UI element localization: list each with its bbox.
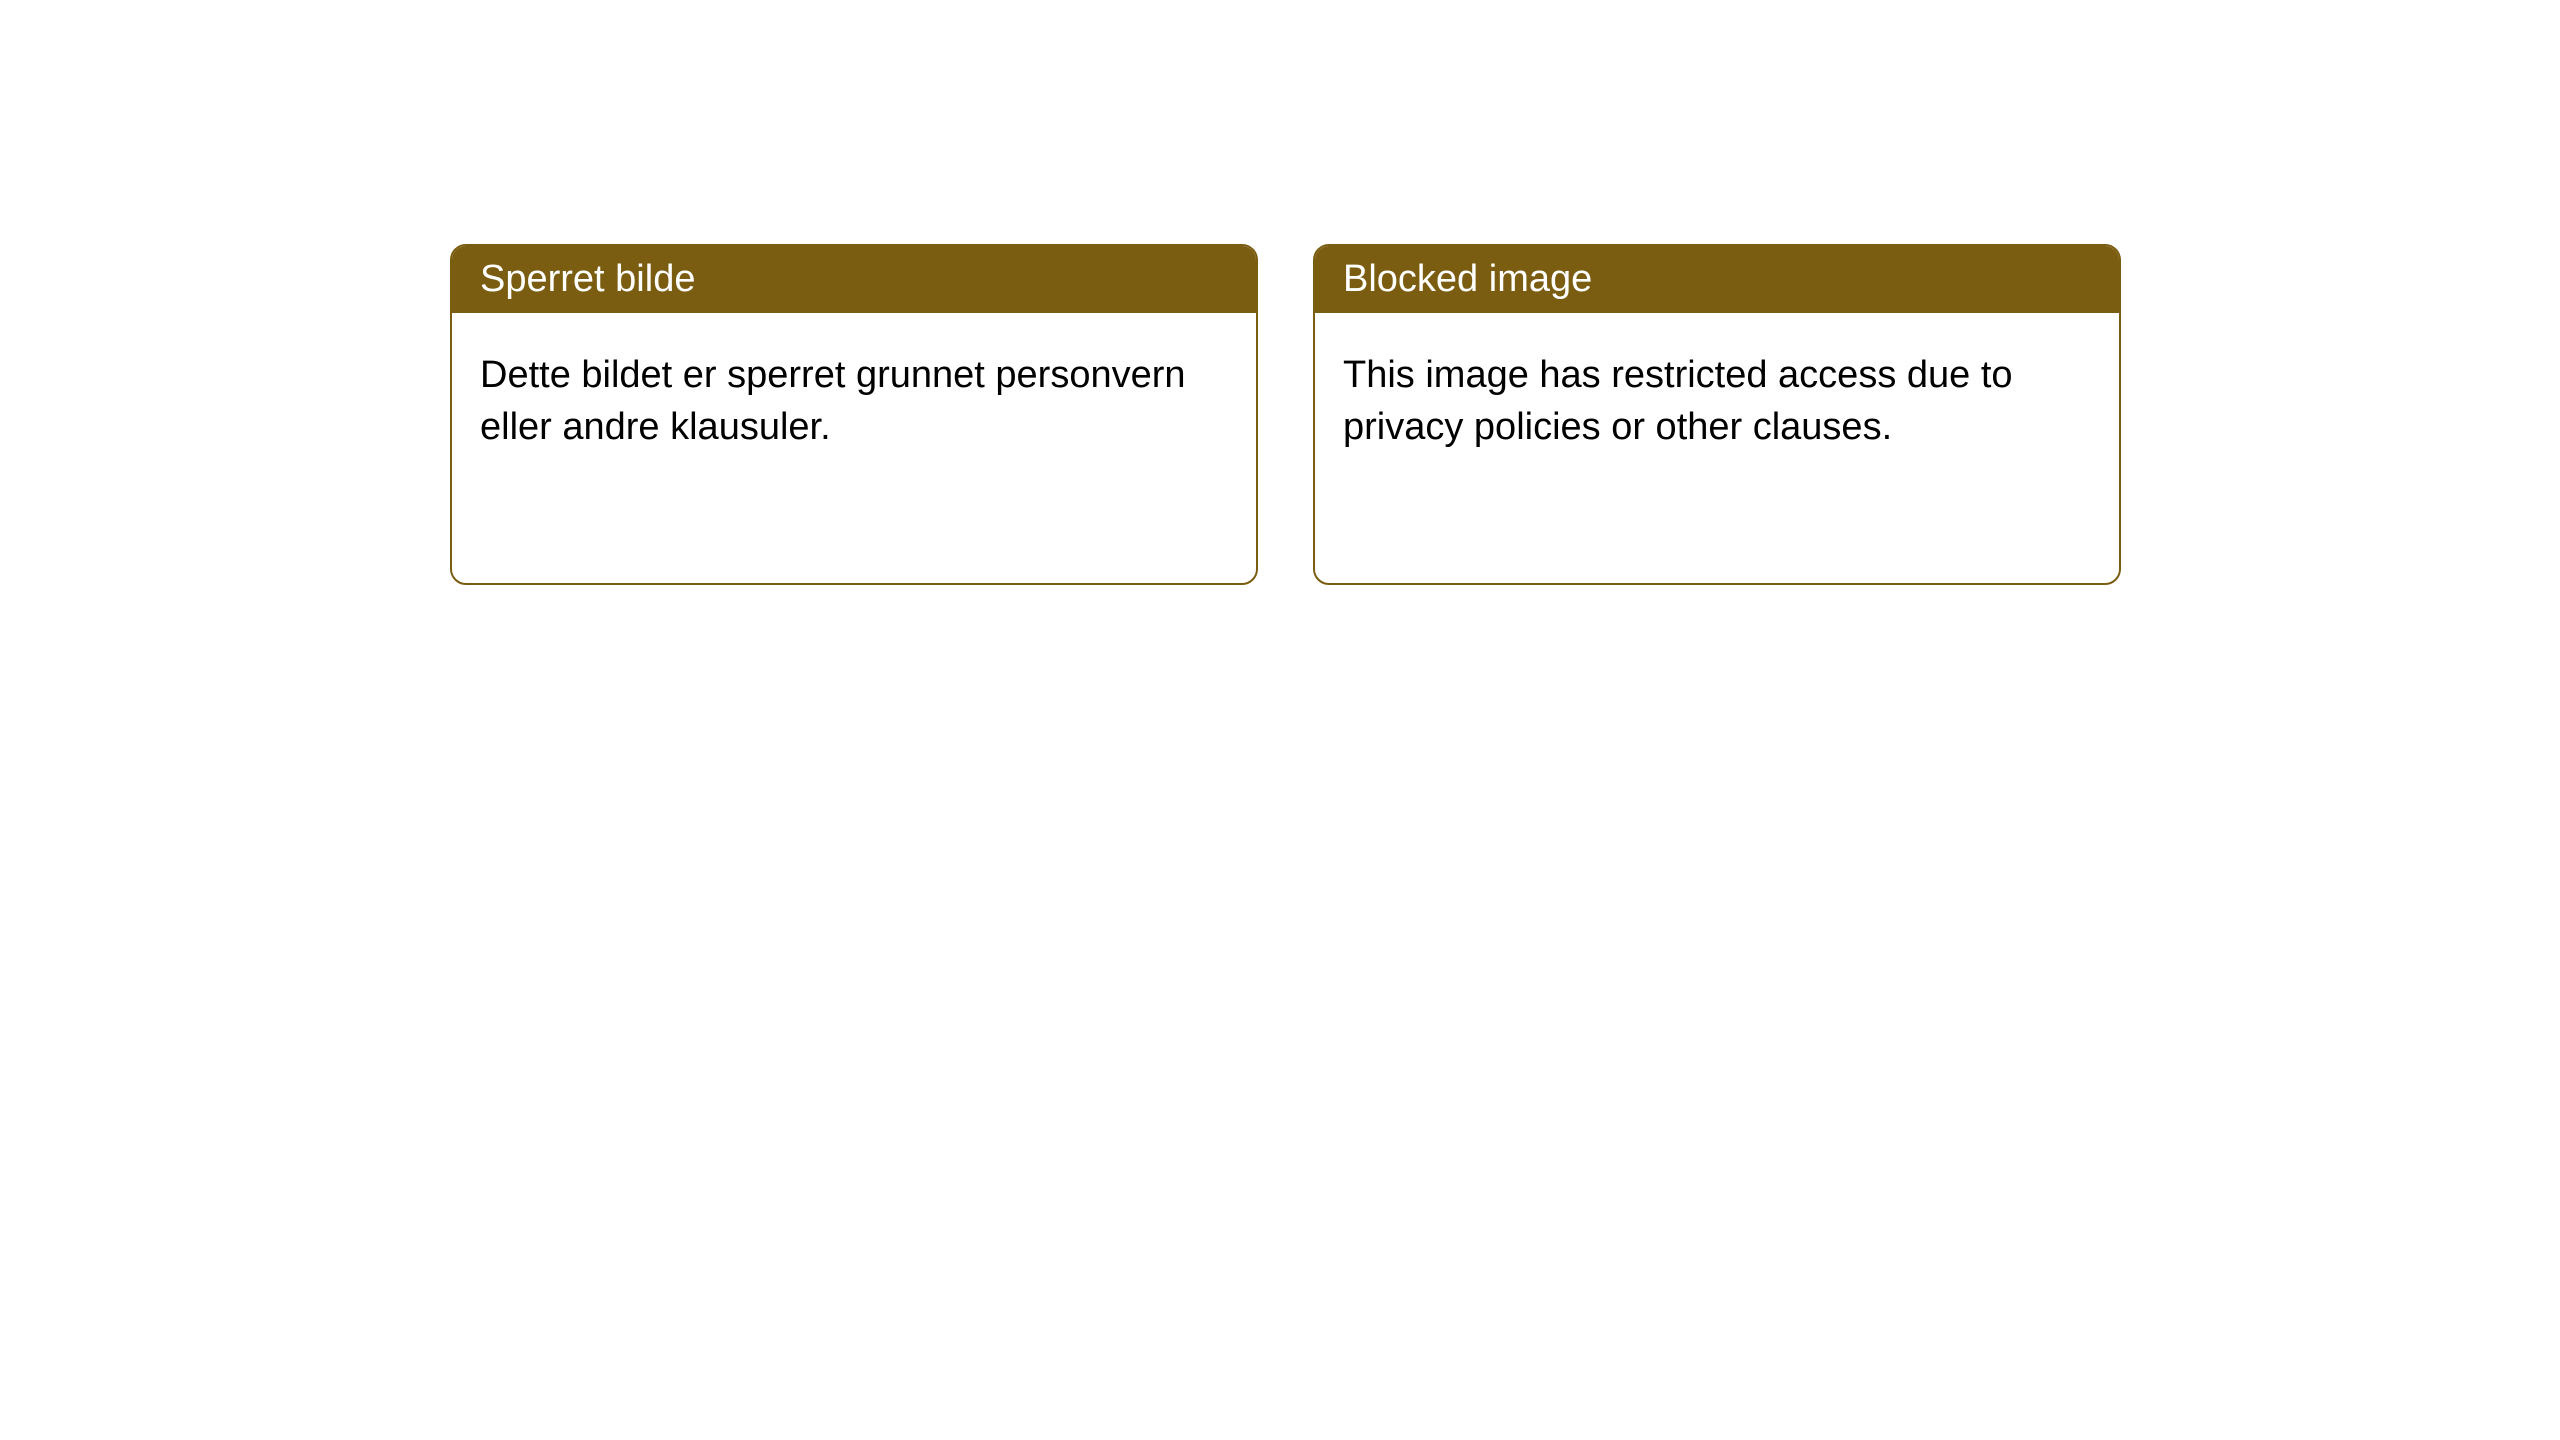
- notice-card-body: This image has restricted access due to …: [1315, 313, 2119, 583]
- notice-card-norwegian: Sperret bilde Dette bildet er sperret gr…: [450, 244, 1258, 585]
- notice-card-english: Blocked image This image has restricted …: [1313, 244, 2121, 585]
- notice-card-body: Dette bildet er sperret grunnet personve…: [452, 313, 1256, 583]
- notice-cards-container: Sperret bilde Dette bildet er sperret gr…: [0, 0, 2560, 585]
- notice-card-title: Sperret bilde: [452, 246, 1256, 313]
- notice-card-title: Blocked image: [1315, 246, 2119, 313]
